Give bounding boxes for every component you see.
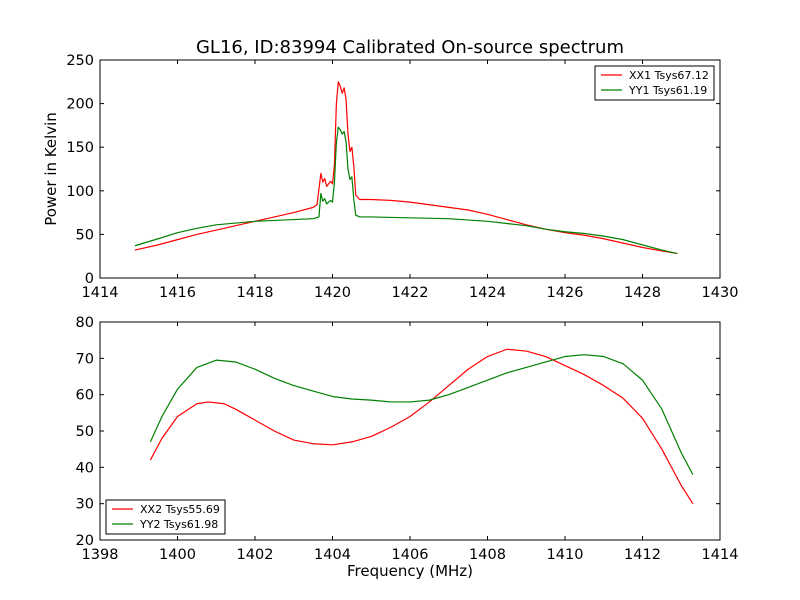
x-tick-label: 1408 (469, 547, 506, 563)
y-tick-label: 0 (85, 271, 94, 287)
x-tick-label: 1422 (392, 285, 429, 301)
x-tick-label: 1416 (159, 285, 196, 301)
y-tick-label: 250 (66, 53, 94, 69)
y-tick-label: 40 (76, 460, 94, 476)
top-plot-frame (99, 59, 721, 279)
y-tick-label: 200 (66, 97, 94, 113)
x-tick-label: 1398 (82, 547, 119, 563)
bottom-axis-ticks: 1398 1400 1402 1404 1406 1408 1410 1412 1414 20 30… (76, 315, 739, 563)
x-tick-label: 1428 (624, 285, 661, 301)
x-tick-label: 1424 (469, 285, 506, 301)
y-tick-label: 60 (76, 388, 94, 404)
series-line-xx2 (149, 348, 694, 504)
x-tick-label: 1412 (624, 547, 661, 563)
series-line-yy1 (134, 126, 678, 255)
y-axis-label: Power in Kelvin (42, 112, 60, 226)
y-tick-label: 50 (76, 227, 94, 243)
bottom-legend: XX2 Tsys55.69 YY2 Tsys61.98 (105, 499, 226, 535)
series-line-yy2 (149, 354, 694, 475)
x-axis-label: Frequency (MHz) (347, 562, 473, 580)
legend-label-yy1: YY1 Tsys61.19 (628, 84, 707, 97)
y-tick-label: 50 (76, 424, 94, 440)
legend-box (105, 499, 226, 535)
top-axis-ticks: 1414 1416 1418 1420 1422 1424 1426 1428 1430 0 50 1… (66, 53, 738, 301)
y-tick-label: 30 (76, 497, 94, 513)
top-spectrum-panel: GL16, ID:83994 Calibrated On-source spec… (42, 37, 738, 301)
x-tick-label: 1402 (237, 547, 274, 563)
x-tick-label: 1430 (702, 285, 739, 301)
chart-title: GL16, ID:83994 Calibrated On-source spec… (196, 37, 624, 58)
x-tick-label: 1410 (547, 547, 584, 563)
top-legend: XX1 Tsys67.12 YY1 Tsys61.19 (594, 65, 715, 101)
legend-box (594, 65, 715, 101)
bottom-series-lines (149, 348, 694, 504)
y-tick-label: 100 (66, 184, 94, 200)
top-series-lines (134, 81, 678, 255)
x-tick-label: 1414 (702, 547, 739, 563)
x-tick-label: 1406 (392, 547, 429, 563)
legend-label-yy2: YY2 Tsys61.98 (139, 518, 218, 531)
y-tick-label: 20 (76, 533, 94, 549)
x-tick-label: 1400 (159, 547, 196, 563)
x-tick-label: 1426 (547, 285, 584, 301)
y-tick-label: 70 (76, 351, 94, 367)
legend-label-xx1: XX1 Tsys67.12 (629, 69, 709, 82)
y-tick-label: 150 (66, 140, 94, 156)
y-tick-label: 80 (76, 315, 94, 331)
bottom-plot-frame (99, 321, 721, 541)
x-tick-label: 1420 (314, 285, 351, 301)
x-tick-label: 1418 (237, 285, 274, 301)
x-tick-label: 1414 (82, 285, 119, 301)
bottom-spectrum-panel: Frequency (MHz) 1398 1400 1402 1404 1406 1408… (76, 315, 739, 580)
legend-label-xx2: XX2 Tsys55.69 (140, 503, 220, 516)
x-tick-label: 1404 (314, 547, 351, 563)
